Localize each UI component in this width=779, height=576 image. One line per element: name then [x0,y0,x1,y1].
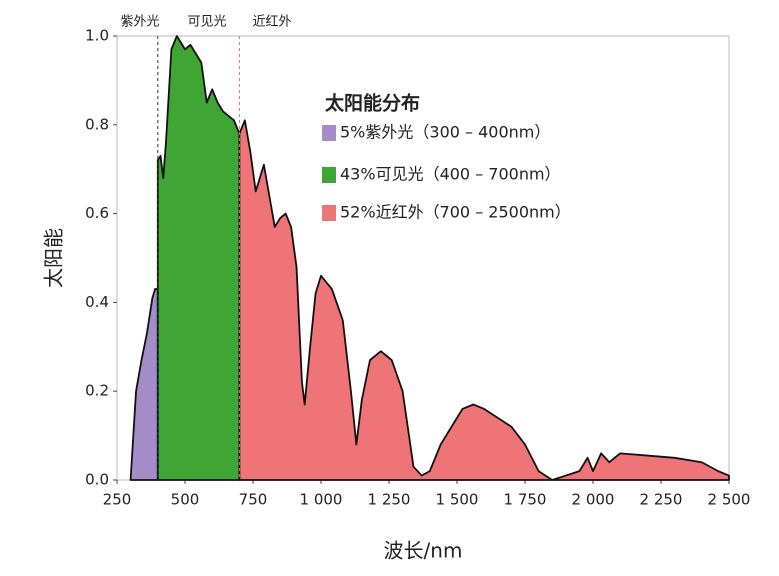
legend-swatch [322,167,336,183]
x-tick-label: 250 [103,491,132,509]
x-tick-label: 1 000 [300,491,343,509]
region-label: 近红外 [252,14,291,30]
y-tick-label: 1.0 [85,27,109,45]
y-tick-label: 0.4 [85,293,109,311]
x-tick-label: 1 500 [436,491,479,509]
y-tick-label: 0.6 [85,204,109,222]
legend-label: 52%近红外（700 – 2500nm） [340,203,571,222]
x-tick-label: 1 750 [504,491,547,509]
x-tick-label: 2 500 [708,491,751,509]
x-tick-label: 500 [171,491,200,509]
legend-label: 43%可见光（400 – 700nm） [340,165,561,184]
legend-swatch [322,125,336,141]
x-tick-label: 1 250 [368,491,411,509]
x-tick-label: 750 [239,491,268,509]
y-tick-label: 0.8 [85,115,109,133]
legend-title: 太阳能分布 [325,92,420,115]
region-label: 紫外光 [120,15,159,30]
area [156,35,241,481]
region-label: 可见光 [187,15,226,30]
y-tick-label: 0.0 [85,471,109,489]
area [129,288,159,481]
x-axis-label: 波长/nm [384,539,463,563]
y-axis-label: 太阳能 [42,228,66,288]
x-tick-label: 2 000 [572,491,615,509]
legend-swatch [322,205,336,221]
area [238,119,730,481]
x-tick-label: 2 250 [640,491,683,509]
y-tick-label: 0.2 [85,382,109,400]
legend-label: 5%紫外光（300 – 400nm） [340,123,550,142]
